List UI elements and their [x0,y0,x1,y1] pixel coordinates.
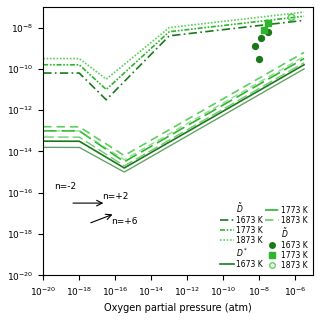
Text: n=+6: n=+6 [111,217,137,226]
Point [266,29,271,34]
Point [258,35,263,40]
Point [262,27,267,32]
Text: n=-2: n=-2 [54,182,76,191]
Legend: $\tilde{D}$, 1673 K, 1773 K, 1873 K, $D^*$, 1673 K, 1773 K, 1873 K, $\tilde{D}$,: $\tilde{D}$, 1673 K, 1773 K, 1873 K, $D^… [218,200,309,272]
Point [257,56,262,61]
Text: n=+2: n=+2 [102,192,128,201]
Point [289,15,294,20]
X-axis label: Oxygen partial pressure (atm): Oxygen partial pressure (atm) [104,303,252,313]
Point [266,21,271,26]
Point [253,44,258,49]
